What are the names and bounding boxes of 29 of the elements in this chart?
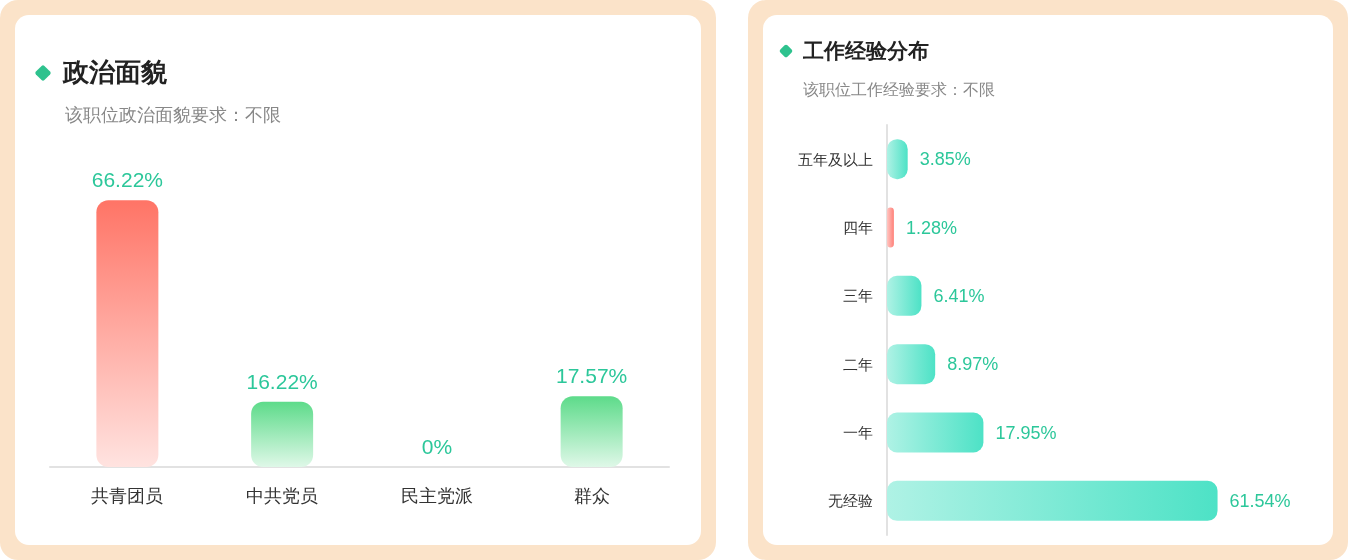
data-label: 17.95% <box>995 422 1057 443</box>
y-tick-label: 无经验 <box>828 492 873 510</box>
data-label: 8.97% <box>947 354 999 375</box>
x-tick-label: 共青团员 <box>91 486 164 506</box>
chart-title: 政治面貌 <box>63 56 167 89</box>
bar <box>887 480 1218 521</box>
data-label: 1.28% <box>905 217 957 238</box>
chart-subtitle: 该职位工作经验要求：不限 <box>803 80 995 101</box>
bar <box>887 275 922 316</box>
bar <box>887 412 984 453</box>
data-label: 17.57% <box>556 364 628 388</box>
x-tick-label: 中共党员 <box>246 486 319 506</box>
data-label: 66.22% <box>91 168 163 192</box>
bar <box>887 207 894 248</box>
data-label: 3.85% <box>919 149 971 170</box>
y-tick-label: 五年及以上 <box>798 150 873 168</box>
data-label: 61.54% <box>1229 490 1291 511</box>
y-tick-label: 三年 <box>843 287 873 305</box>
chart-title: 工作经验分布 <box>803 38 929 65</box>
y-tick-label: 一年 <box>843 424 873 441</box>
data-label: 0% <box>421 435 453 458</box>
x-tick-label: 民主党派 <box>400 486 473 506</box>
bar <box>887 344 936 385</box>
data-label: 16.22% <box>246 369 318 393</box>
x-tick-label: 群众 <box>573 486 610 506</box>
data-label: 6.41% <box>933 285 985 306</box>
chart-subtitle: 该职位政治面貌要求：不限 <box>65 103 281 127</box>
y-tick-label: 四年 <box>843 219 873 236</box>
y-tick-label: 二年 <box>843 355 873 373</box>
